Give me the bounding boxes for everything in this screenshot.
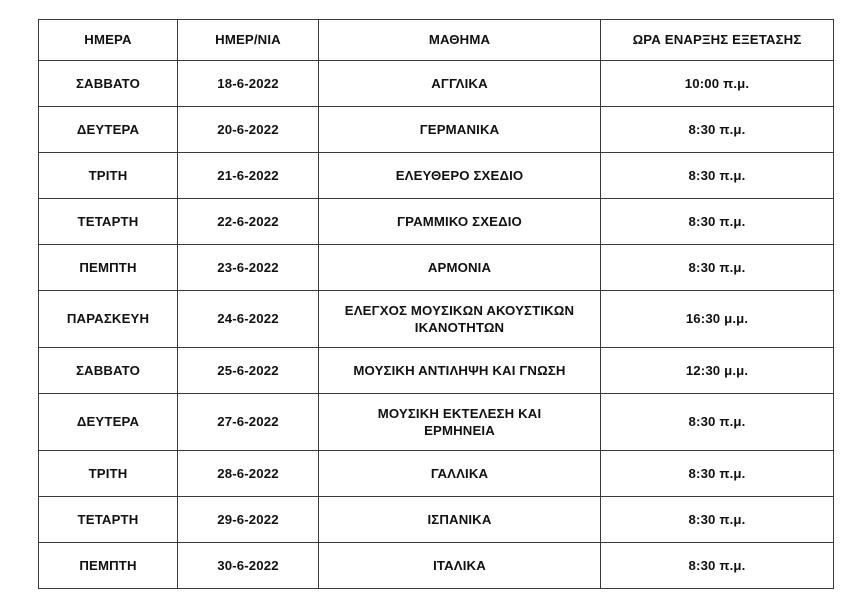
table-row: ΔΕΥΤΕΡΑ 27-6-2022 ΜΟΥΣΙΚΗ ΕΚΤΕΛΕΣΗ ΚΑΙ ΕΡΜΗ… [38,393,834,451]
cell-day: ΠΑΡΑΣΚΕΥΗ [38,290,178,348]
cell-subject: ΜΟΥΣΙΚΗ ΕΚΤΕΛΕΣΗ ΚΑΙ ΕΡΜΗΝΕΙΑ [318,393,601,451]
cell-day: ΔΕΥΤΕΡΑ [38,106,178,153]
cell-time: 8:30 π.μ. [600,393,834,451]
table-row: ΣΑΒΒΑΤΟ 18-6-2022 ΑΓΓΛΙΚΑ 10:00 π.μ. [38,60,834,107]
cell-time: 8:30 π.μ. [600,496,834,543]
table-row: ΤΡΙΤΗ 28-6-2022 ΓΑΛΛΙΚΑ 8:30 π.μ. [38,450,834,497]
cell-day: ΤΕΤΑΡΤΗ [38,496,178,543]
cell-date: 20-6-2022 [177,106,319,153]
table-row: ΠΕΜΠΤΗ 30-6-2022 ΙΤΑΛΙΚΑ 8:30 π.μ. [38,542,834,589]
table-row: ΔΕΥΤΕΡΑ 20-6-2022 ΓΕΡΜΑΝΙΚΑ 8:30 π.μ. [38,106,834,153]
exam-schedule-table: ΗΜΕΡΑ ΗΜΕΡ/ΝΙΑ ΜΑΘΗΜΑ ΩΡΑ ΕΝΑΡΞΗΣ ΕΞΕΤΑΣ… [38,19,834,589]
cell-subject: ΙΣΠΑΝΙΚΑ [318,496,601,543]
cell-subject-line-2: ΕΡΜΗΝΕΙΑ [424,423,495,438]
cell-subject: ΓΡΑΜΜΙΚΟ ΣΧΕΔΙΟ [318,198,601,245]
cell-subject-line-1: ΕΛΕΓΧΟΣ ΜΟΥΣΙΚΩΝ ΑΚΟΥΣΤΙΚΩΝ [344,302,575,318]
cell-subject-line-2: ΙΚΑΝΟΤΗΤΩΝ [414,320,505,335]
column-header-subject: ΜΑΘΗΜΑ [318,19,601,61]
column-header-time: ΩΡΑ ΕΝΑΡΞΗΣ ΕΞΕΤΑΣΗΣ [600,19,834,61]
table-row: ΤΕΤΑΡΤΗ 29-6-2022 ΙΣΠΑΝΙΚΑ 8:30 π.μ. [38,496,834,543]
cell-subject: ΕΛΕΓΧΟΣ ΜΟΥΣΙΚΩΝ ΑΚΟΥΣΤΙΚΩΝ ΙΚΑΝΟΤΗΤΩΝ [318,290,601,348]
cell-day: ΤΕΤΑΡΤΗ [38,198,178,245]
cell-day: ΣΑΒΒΑΤΟ [38,347,178,394]
cell-subject-line-1: ΜΟΥΣΙΚΗ ΕΚΤΕΛΕΣΗ ΚΑΙ [377,405,542,421]
column-header-day: ΗΜΕΡΑ [38,19,178,61]
cell-time: 8:30 π.μ. [600,152,834,199]
cell-time: 12:30 μ.μ. [600,347,834,394]
cell-date: 22-6-2022 [177,198,319,245]
cell-subject: ΑΡΜΟΝΙΑ [318,244,601,291]
cell-day: ΤΡΙΤΗ [38,152,178,199]
cell-day: ΔΕΥΤΕΡΑ [38,393,178,451]
cell-date: 24-6-2022 [177,290,319,348]
cell-time: 10:00 π.μ. [600,60,834,107]
cell-date: 28-6-2022 [177,450,319,497]
cell-time: 8:30 π.μ. [600,198,834,245]
column-header-date: ΗΜΕΡ/ΝΙΑ [177,19,319,61]
cell-date: 23-6-2022 [177,244,319,291]
cell-time: 8:30 π.μ. [600,450,834,497]
cell-subject: ΕΛΕΥΘΕΡΟ ΣΧΕΔΙΟ [318,152,601,199]
cell-subject: ΜΟΥΣΙΚΗ ΑΝΤΙΛΗΨΗ ΚΑΙ ΓΝΩΣΗ [318,347,601,394]
cell-time: 16:30 μ.μ. [600,290,834,348]
cell-day: ΤΡΙΤΗ [38,450,178,497]
cell-time: 8:30 π.μ. [600,244,834,291]
cell-date: 30-6-2022 [177,542,319,589]
cell-subject: ΑΓΓΛΙΚΑ [318,60,601,107]
table-header: ΗΜΕΡΑ ΗΜΕΡ/ΝΙΑ ΜΑΘΗΜΑ ΩΡΑ ΕΝΑΡΞΗΣ ΕΞΕΤΑΣ… [38,19,834,61]
cell-date: 18-6-2022 [177,60,319,107]
cell-date: 21-6-2022 [177,152,319,199]
table-row: ΤΡΙΤΗ 21-6-2022 ΕΛΕΥΘΕΡΟ ΣΧΕΔΙΟ 8:30 π.μ. [38,152,834,199]
table-row: ΤΕΤΑΡΤΗ 22-6-2022 ΓΡΑΜΜΙΚΟ ΣΧΕΔΙΟ 8:30 π.μ. [38,198,834,245]
cell-date: 25-6-2022 [177,347,319,394]
schedule-table-container: ΗΜΕΡΑ ΗΜΕΡ/ΝΙΑ ΜΑΘΗΜΑ ΩΡΑ ΕΝΑΡΞΗΣ ΕΞΕΤΑΣ… [38,19,834,589]
cell-time: 8:30 π.μ. [600,106,834,153]
table-row: ΠΕΜΠΤΗ 23-6-2022 ΑΡΜΟΝΙΑ 8:30 π.μ. [38,244,834,291]
cell-subject: ΓΑΛΛΙΚΑ [318,450,601,497]
cell-time: 8:30 π.μ. [600,542,834,589]
table-row: ΠΑΡΑΣΚΕΥΗ 24-6-2022 ΕΛΕΓΧΟΣ ΜΟΥΣΙΚΩΝ ΑΚΟΥΣ… [38,290,834,348]
cell-day: ΠΕΜΠΤΗ [38,244,178,291]
cell-subject: ΓΕΡΜΑΝΙΚΑ [318,106,601,153]
table-header-row: ΗΜΕΡΑ ΗΜΕΡ/ΝΙΑ ΜΑΘΗΜΑ ΩΡΑ ΕΝΑΡΞΗΣ ΕΞΕΤΑΣ… [38,19,834,61]
table-row: ΣΑΒΒΑΤΟ 25-6-2022 ΜΟΥΣΙΚΗ ΑΝΤΙΛΗΨΗ ΚΑΙ ΓΝΩ… [38,347,834,394]
cell-day: ΠΕΜΠΤΗ [38,542,178,589]
table-body: ΣΑΒΒΑΤΟ 18-6-2022 ΑΓΓΛΙΚΑ 10:00 π.μ. ΔΕΥΤΕΡΑ… [38,60,834,589]
cell-day: ΣΑΒΒΑΤΟ [38,60,178,107]
cell-subject: ΙΤΑΛΙΚΑ [318,542,601,589]
cell-date: 29-6-2022 [177,496,319,543]
cell-date: 27-6-2022 [177,393,319,451]
